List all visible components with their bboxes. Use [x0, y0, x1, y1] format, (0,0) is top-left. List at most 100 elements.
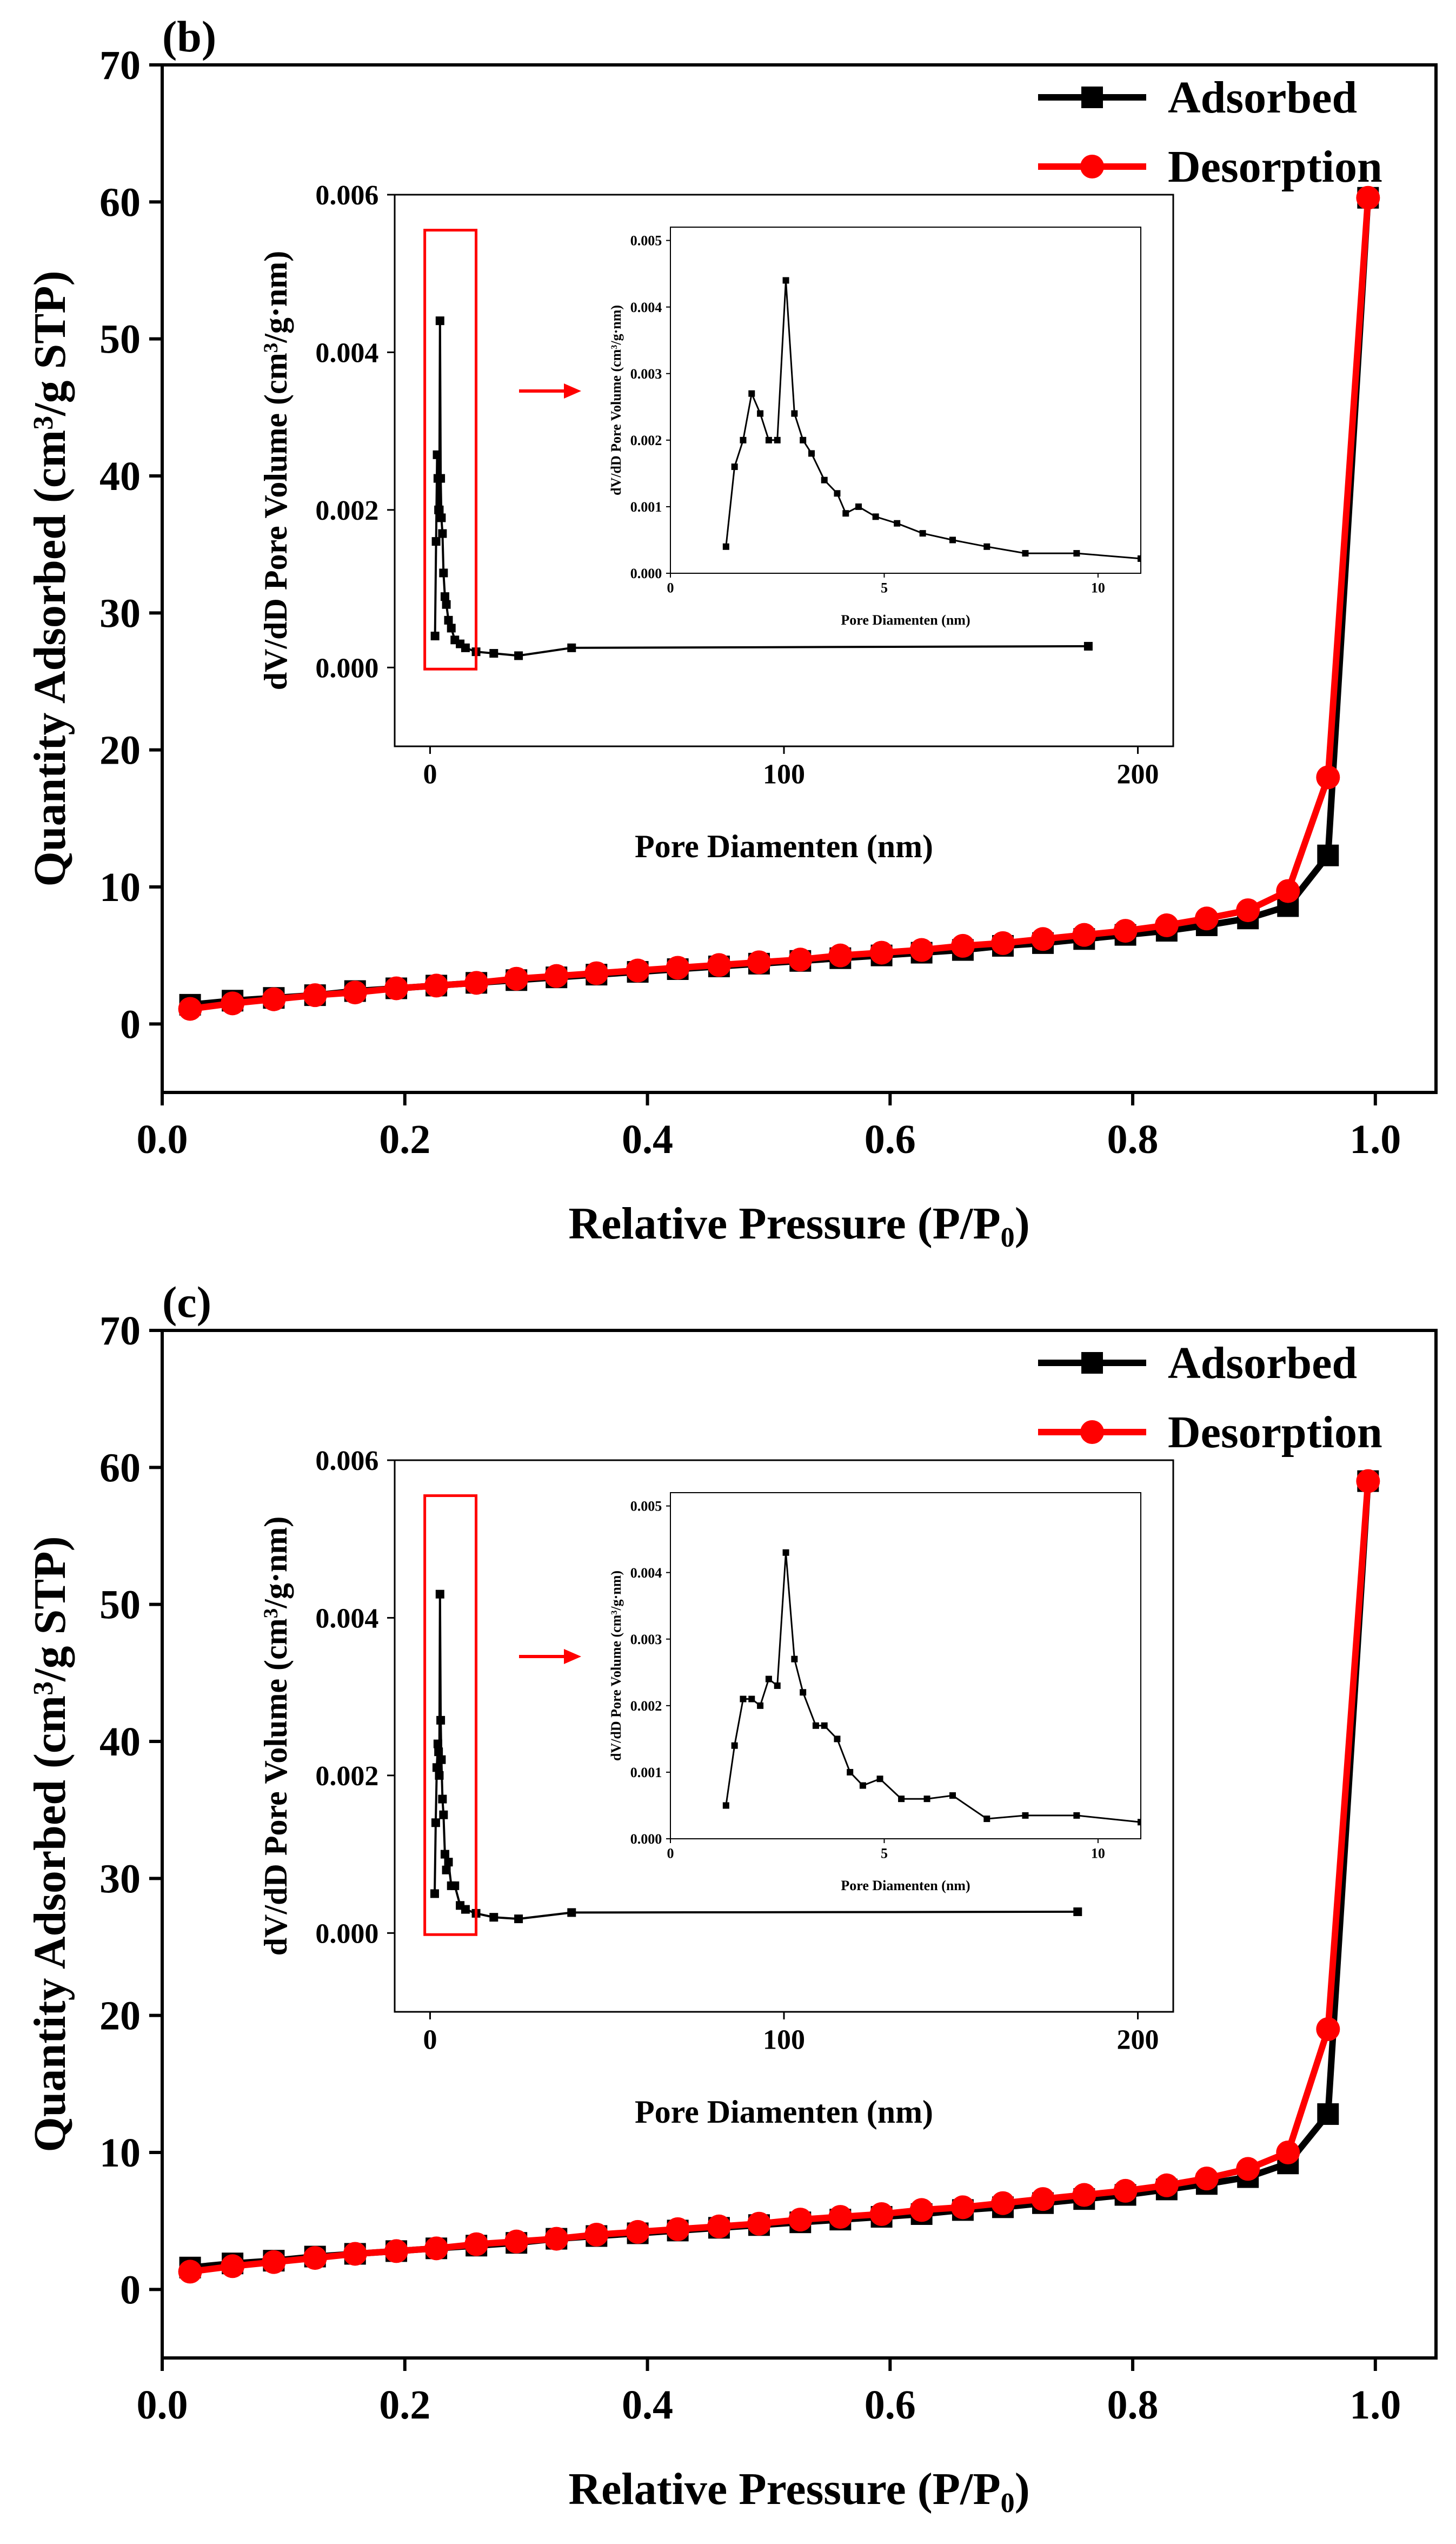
y-tick-label: 0	[120, 1002, 141, 1047]
x-tick-label: 0.2	[379, 2382, 430, 2428]
data-point	[221, 991, 245, 1016]
y-tick-label: 40	[99, 1719, 141, 1765]
zoom-1-point	[1073, 1812, 1080, 1819]
x-tick-label: 0.6	[865, 2382, 916, 2428]
data-point	[666, 2217, 690, 2241]
data-point	[1317, 2103, 1339, 2125]
zoom-0-point	[821, 476, 828, 483]
zoom-1-point	[782, 1549, 789, 1556]
panel-b: (b)0.0 0.2 0.4 0.6 0.8 1.0010203040506070Rela…	[25, 12, 1438, 1253]
inset-1-point	[438, 1794, 447, 1804]
zoom-1-xlabel: Pore Diamenten (nm)	[841, 1878, 970, 1893]
plot-frame	[161, 1329, 1438, 2360]
legend-label: Adsorbed	[1168, 72, 1357, 123]
data-point	[1316, 765, 1340, 790]
zoom-0-point	[774, 436, 781, 443]
data-point	[990, 931, 1015, 955]
inset-1-xtick-label: 200	[1117, 2025, 1159, 2056]
zoom-0-xtick-label: 10	[1091, 580, 1105, 595]
zoom-0-ytick-label: 0.001	[630, 499, 662, 515]
inset-1-point	[461, 1905, 470, 1914]
zoom-1-point	[949, 1792, 956, 1799]
legend-marker	[1080, 1420, 1104, 1444]
data-point	[1316, 2017, 1340, 2041]
arrow-head	[564, 1649, 581, 1664]
data-point	[626, 958, 650, 983]
inset-1-point	[450, 1881, 460, 1890]
inset-1-frame	[394, 1459, 1174, 2013]
data-point	[1356, 1469, 1380, 1493]
data-point	[1356, 186, 1380, 210]
series-line	[189, 1481, 1372, 2275]
data-point	[1276, 879, 1300, 903]
data-point	[544, 964, 569, 988]
inset-0-point	[439, 568, 448, 578]
x-tick-label: 1.0	[1349, 2382, 1401, 2428]
zoom-0-point	[1073, 550, 1080, 557]
zoom-1-point	[898, 1796, 905, 1803]
zoom-chart: 0 5 10 0.000 0.001 0.002 0.003 0.004 0.005 Pore D…	[608, 227, 1141, 628]
zoom-0-point	[1138, 555, 1141, 562]
data-point	[343, 981, 367, 1005]
inset-1-point	[1073, 1907, 1082, 1916]
inset-0-xtick-label: 100	[763, 759, 805, 790]
data-point	[990, 2191, 1015, 2215]
zoom-1-point	[859, 1782, 866, 1789]
x-axis-label: Relative Pressure (P/P0)	[568, 1198, 1029, 1253]
zoom-0-point	[731, 463, 738, 471]
data-point	[1194, 2167, 1219, 2191]
y-tick-label: 20	[99, 1993, 141, 2039]
zoom-1-point	[847, 1768, 854, 1776]
zoom-1-ytick-label: 0.002	[630, 1698, 662, 1714]
data-point	[666, 956, 690, 980]
inset-0-point	[514, 651, 523, 660]
inset-0-point	[435, 316, 444, 326]
x-tick-label: 0.4	[622, 2382, 673, 2428]
inset-0-point	[431, 537, 441, 546]
data-point	[909, 938, 934, 962]
data-point	[1113, 919, 1138, 943]
x-tick-label: 0.6	[865, 1117, 916, 1162]
inset-0-point	[442, 600, 451, 609]
zoom-1-point	[765, 1675, 772, 1682]
data-point	[747, 950, 771, 975]
inset-1-xlabel: Pore Diamenten (nm)	[635, 2094, 933, 2130]
data-point	[424, 2236, 449, 2261]
data-point	[828, 2205, 853, 2229]
series-desorption	[178, 186, 1380, 1021]
series-line	[190, 197, 1372, 1008]
legend-label: Adsorbed	[1168, 1338, 1357, 1388]
inset-0-point	[438, 529, 447, 538]
zoom-0-series	[722, 277, 1141, 562]
inset-1-series	[430, 1589, 1082, 1924]
zoom-1-ytick-label: 0.001	[630, 1765, 662, 1780]
data-point	[1236, 2157, 1260, 2181]
inset-1-point	[514, 1914, 523, 1924]
zoom-1-point	[740, 1695, 747, 1702]
y-tick-label: 0	[120, 2267, 141, 2313]
zoom-1-point	[834, 1735, 841, 1743]
zoom-0-point	[808, 450, 815, 457]
data-point	[707, 2214, 731, 2238]
zoom-0-point	[872, 513, 879, 520]
data-point	[1154, 2173, 1179, 2197]
inset-0-xtick-label: 200	[1117, 759, 1159, 790]
zoom-0-point	[748, 390, 755, 397]
zoom-1-point	[1022, 1812, 1029, 1819]
inset-0-xtick-label: 0	[423, 759, 437, 790]
zoom-1-point	[983, 1816, 990, 1823]
data-point	[626, 2220, 650, 2244]
data-point	[303, 983, 327, 1008]
zoom-1-ytick-label: 0.004	[630, 1565, 662, 1581]
zoom-0-point	[740, 436, 747, 443]
data-point	[707, 953, 731, 977]
x-tick-label: 0.8	[1107, 1117, 1159, 1162]
zoom-0-ytick-label: 0.002	[630, 433, 662, 448]
inset-1-point	[437, 1755, 446, 1764]
x-tick-label: 1.0	[1349, 1117, 1401, 1162]
inset-1-point	[433, 1739, 442, 1748]
highlight-box	[423, 1494, 478, 1936]
inset-0-line	[434, 321, 1088, 657]
y-tick-label: 70	[99, 1308, 141, 1354]
